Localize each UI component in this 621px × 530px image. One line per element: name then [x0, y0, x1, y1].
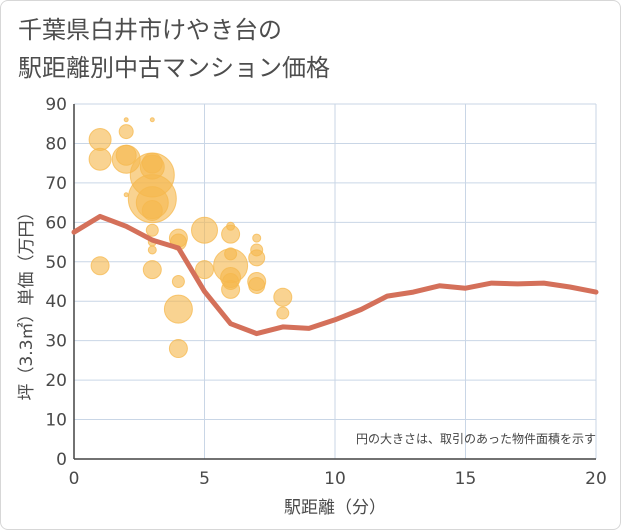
- bubble: [195, 260, 214, 280]
- y-tick-label: 30: [45, 332, 67, 352]
- bubble: [147, 245, 157, 255]
- bubble-series: [88, 117, 293, 359]
- y-tick-label: 70: [45, 174, 67, 194]
- bubble: [276, 306, 290, 320]
- x-tick-label: 0: [69, 469, 80, 489]
- trend-line: [71, 213, 599, 337]
- bubble: [88, 128, 112, 151]
- x-tick-label: 5: [199, 469, 210, 489]
- bubble: [118, 124, 134, 140]
- chart-title-line-2: 駅距離別中古マンション価格: [18, 54, 330, 82]
- x-tick-labels: 0 5 10 15 20: [69, 469, 607, 489]
- y-tick-label: 40: [45, 292, 67, 312]
- y-tick-label: 80: [45, 134, 67, 154]
- bubble: [171, 275, 185, 288]
- chart-title-line-1: 千葉県白井市けやき台の: [18, 16, 282, 44]
- y-axis-label: 坪（3.3㎡）単価（万円）: [17, 203, 37, 400]
- bubble: [142, 260, 162, 280]
- bubble: [248, 249, 266, 267]
- y-tick-label: 10: [45, 411, 67, 431]
- y-tick-label: 0: [56, 450, 67, 470]
- bubble: [252, 233, 262, 243]
- x-tick-label: 15: [455, 469, 477, 489]
- bubble: [221, 279, 241, 299]
- bubble: [248, 276, 266, 294]
- size-annotation: 円の大きさは、取引のあった物件面積を示す: [356, 431, 596, 446]
- y-tick-label: 20: [45, 371, 67, 391]
- y-tick-label: 50: [45, 253, 67, 273]
- bubble: [141, 200, 163, 221]
- bubble: [163, 294, 193, 324]
- bubble: [123, 192, 129, 198]
- y-tick-label: 60: [45, 213, 67, 233]
- y-tick-labels: 0 10 20 30 40 50 60 70 80 90: [45, 95, 67, 470]
- x-axis-label: 駅距離（分）: [284, 498, 386, 518]
- bubble: [90, 256, 110, 276]
- bubble: [221, 224, 241, 244]
- bubble: [88, 147, 112, 171]
- bubble: [191, 216, 218, 244]
- bubble: [123, 117, 129, 123]
- bubble: [149, 117, 155, 123]
- x-tick-label: 20: [585, 469, 607, 489]
- bubble: [168, 339, 188, 359]
- x-tick-label: 10: [324, 469, 346, 489]
- bubble: [145, 223, 159, 237]
- bubble: [273, 287, 293, 307]
- y-tick-label: 90: [45, 95, 67, 115]
